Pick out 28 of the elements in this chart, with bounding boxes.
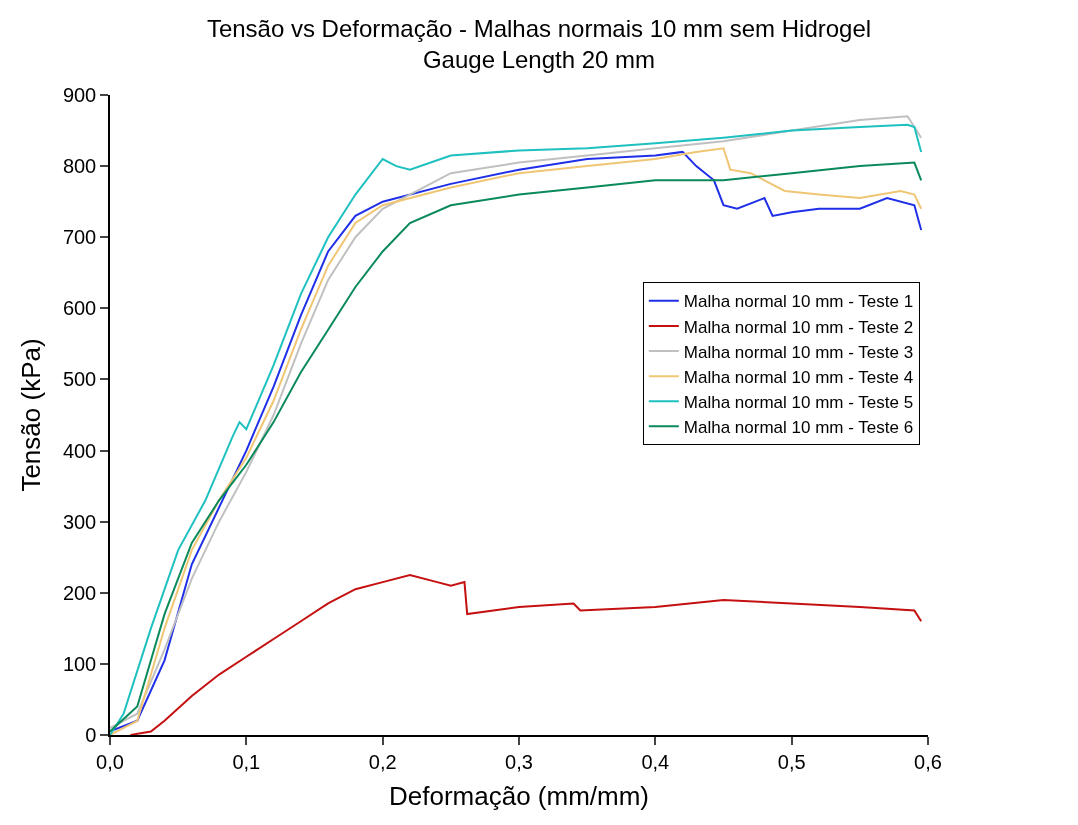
line-series [129, 574, 923, 735]
x-tick-label: 0,4 [641, 750, 670, 773]
y-tick-label: 500 [62, 368, 97, 391]
x-tick-label: 0,0 [96, 750, 124, 773]
x-tick-label: 0,6 [914, 750, 942, 773]
x-tick-label: 0,3 [505, 750, 533, 773]
x-tick-label: 0,1 [232, 750, 261, 773]
x-tick-label: 0,2 [368, 750, 397, 773]
y-tick-label: 100 [62, 652, 97, 675]
legend-label: Malha normal 10 mm - Teste 2 [683, 317, 914, 337]
legend-label: Malha normal 10 mm - Teste 4 [683, 367, 914, 387]
legend-label: Malha normal 10 mm - Teste 1 [683, 292, 914, 312]
y-tick-label: 300 [62, 510, 97, 533]
chart-subtitle: Gauge Length 20 mm [422, 46, 656, 74]
y-tick-label: 200 [62, 581, 97, 604]
y-tick-label: 400 [62, 439, 97, 462]
chart-title: Tensão vs Deformação - Malhas normais 10 mm sem Hidrogel [206, 15, 872, 43]
legend-label: Malha normal 10 mm - Teste 5 [683, 392, 914, 412]
y-tick-label: 600 [62, 297, 97, 320]
x-tick-label: 0,5 [777, 750, 806, 773]
y-axis-title: Tensão (kPa) [15, 338, 46, 492]
legend-label: Malha normal 10 mm - Teste 3 [683, 342, 914, 362]
y-tick-label: 900 [62, 84, 97, 106]
x-axis-title: Deformação (mm/mm) [388, 780, 650, 811]
y-tick-label: 800 [62, 155, 97, 178]
y-tick-label: 0 [85, 724, 97, 746]
y-tick-label: 700 [62, 226, 97, 249]
legend-label: Malha normal 10 mm - Teste 6 [683, 417, 914, 437]
